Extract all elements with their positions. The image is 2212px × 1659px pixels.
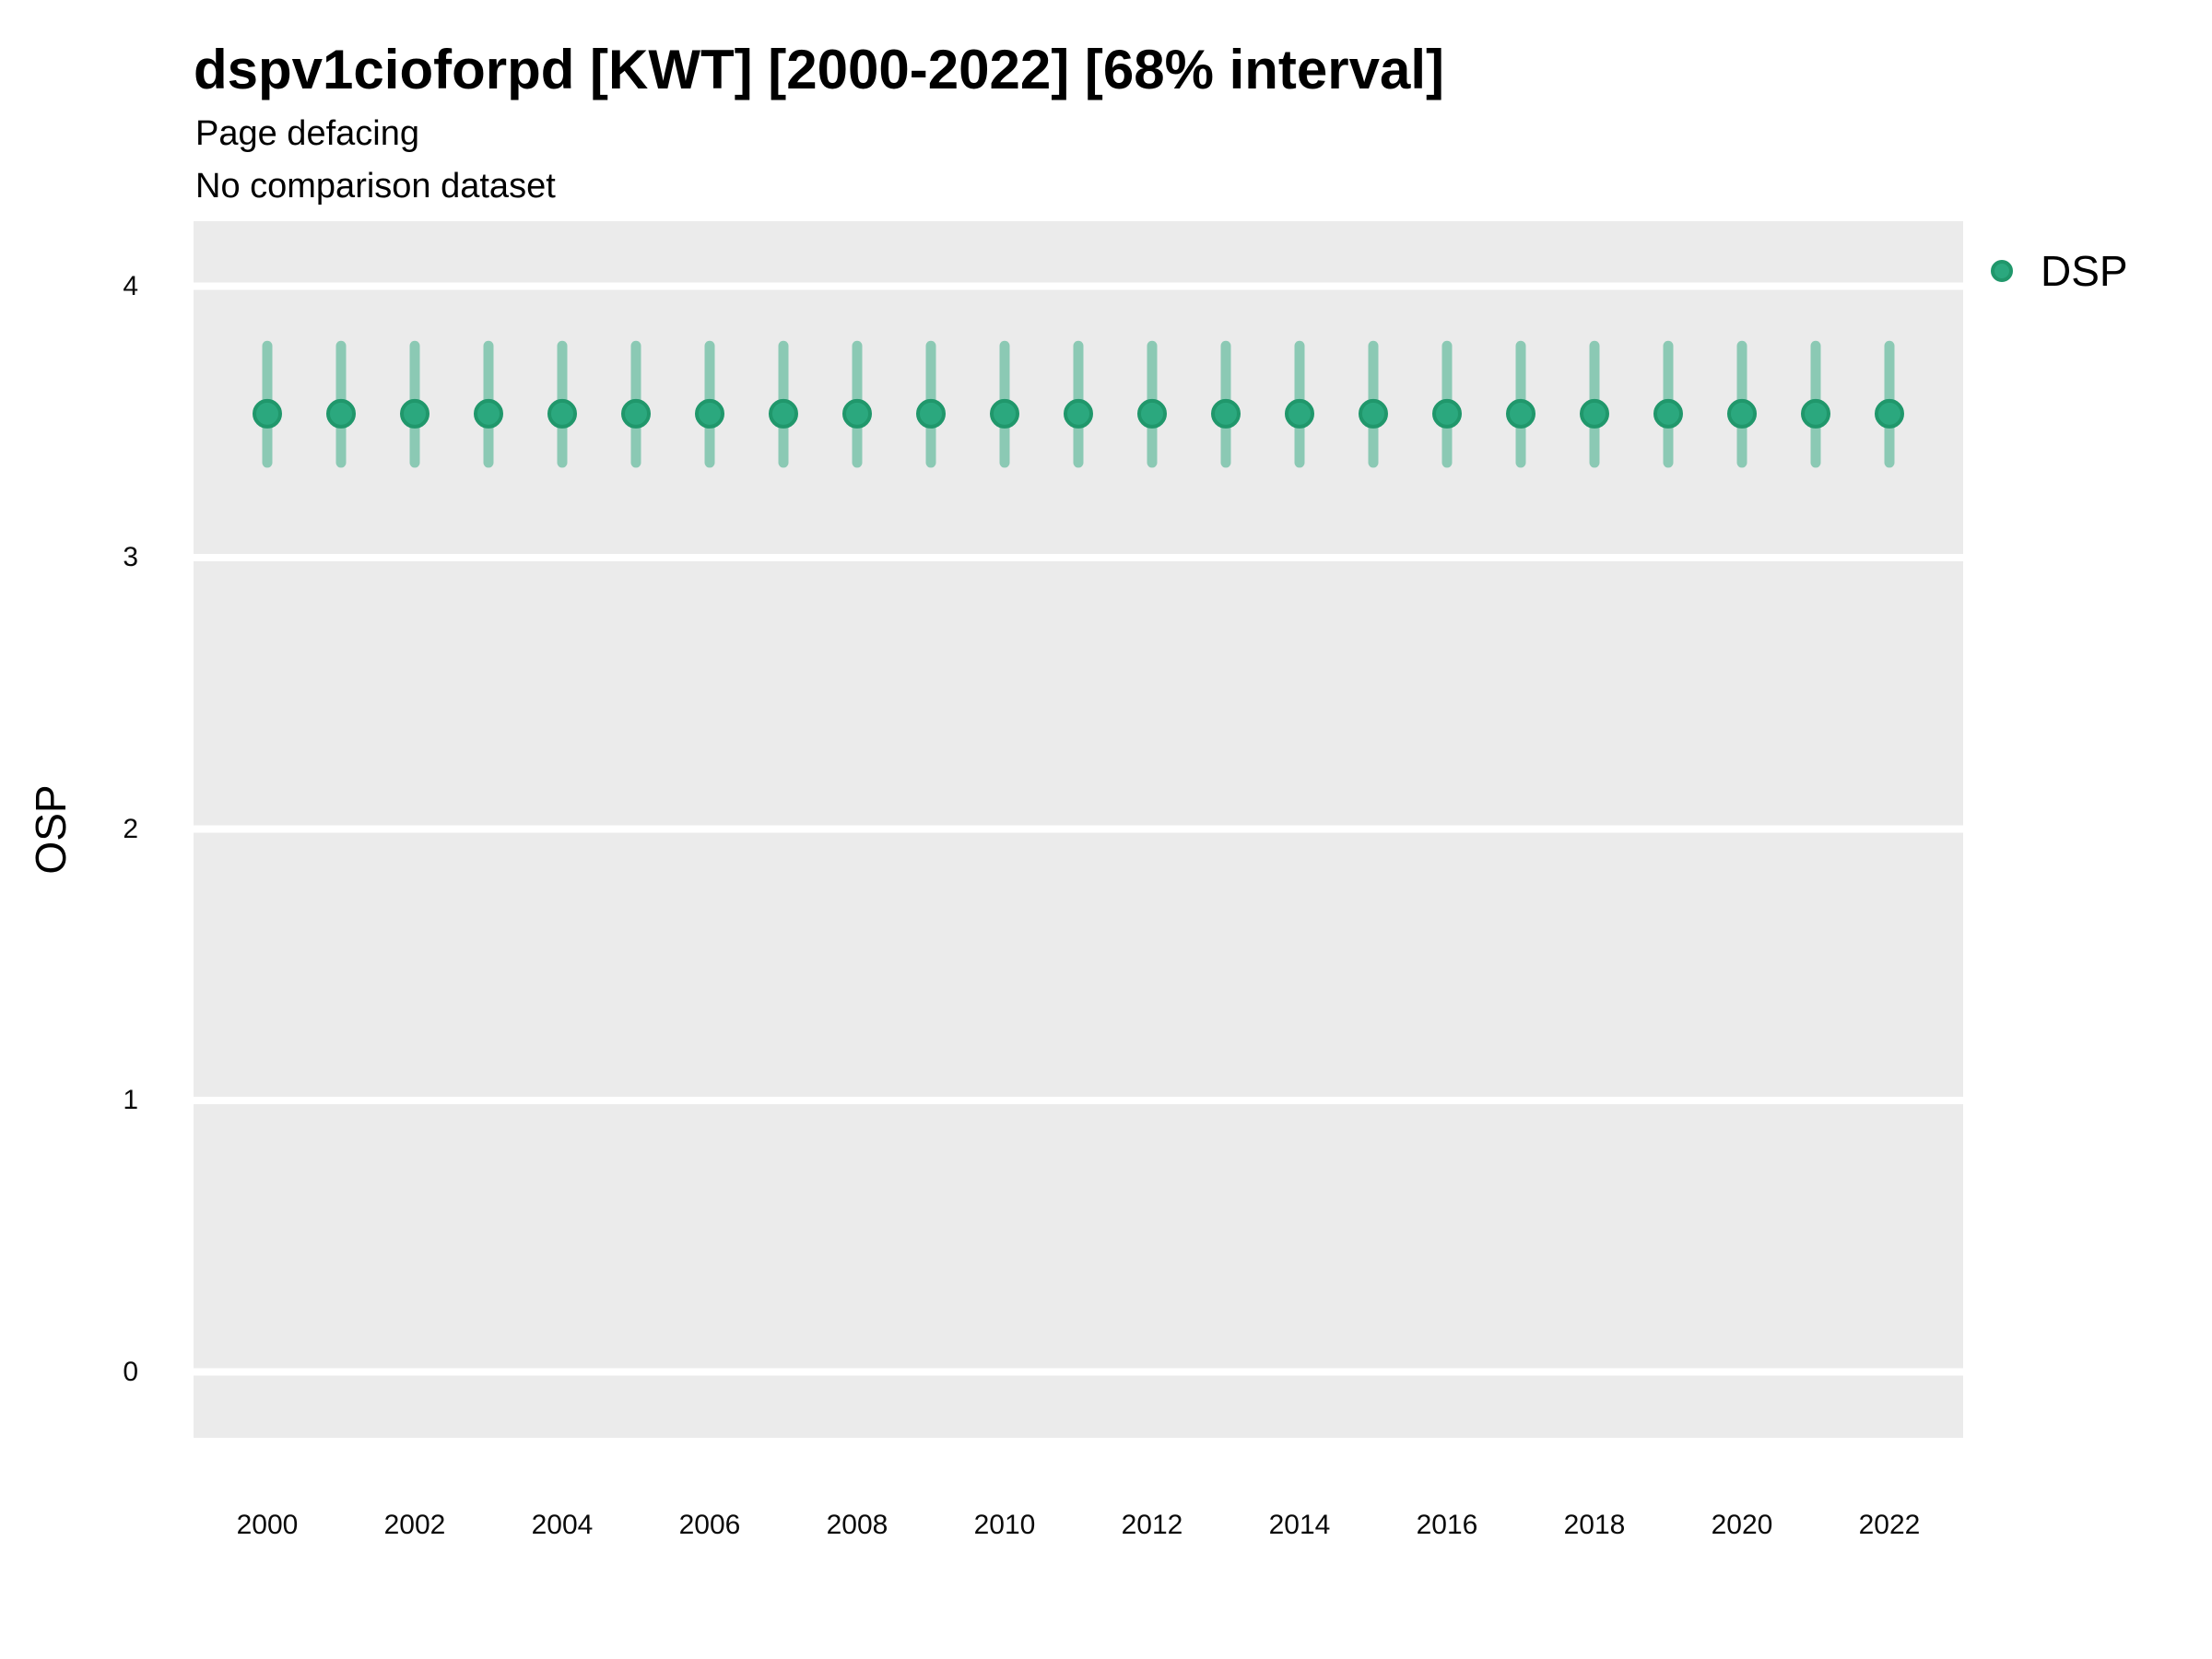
- x-tick-label-2004: 2004: [531, 1510, 594, 1540]
- data-point-2012: [1137, 398, 1167, 429]
- data-point-2018: [1580, 398, 1609, 429]
- data-point-2002: [400, 398, 429, 429]
- data-point-2021: [1801, 398, 1830, 429]
- data-point-2013: [1211, 398, 1241, 429]
- data-point-2022: [1875, 398, 1904, 429]
- data-point-2001: [326, 398, 356, 429]
- x-tick-label-2008: 2008: [826, 1510, 888, 1540]
- legend-marker-icon: [1991, 260, 2013, 282]
- x-tick-label-2002: 2002: [383, 1510, 446, 1540]
- data-point-2000: [253, 398, 282, 429]
- legend-label: DSP: [2041, 247, 2128, 295]
- y-tick-label-2: 2: [123, 813, 138, 844]
- data-point-2011: [1064, 398, 1093, 429]
- y-tick-label-0: 0: [123, 1356, 138, 1387]
- chart-subtitle-1: Page defacing: [195, 114, 419, 153]
- data-point-2003: [474, 398, 503, 429]
- x-tick-label-2020: 2020: [1711, 1510, 1773, 1540]
- data-point-2006: [695, 398, 724, 429]
- data-point-2015: [1359, 398, 1388, 429]
- data-point-2010: [990, 398, 1019, 429]
- x-tick-label-2012: 2012: [1121, 1510, 1183, 1540]
- x-tick-label-2010: 2010: [973, 1510, 1036, 1540]
- legend: DSP: [1991, 250, 2128, 292]
- y-tick-label-4: 4: [123, 270, 138, 301]
- y-tick-label-3: 3: [123, 542, 138, 572]
- data-point-2005: [621, 398, 651, 429]
- data-point-2008: [842, 398, 872, 429]
- y-tick-label-1: 1: [123, 1085, 138, 1115]
- data-point-2004: [547, 398, 577, 429]
- data-point-2009: [916, 398, 946, 429]
- data-point-2019: [1653, 398, 1683, 429]
- x-tick-label-2014: 2014: [1268, 1510, 1331, 1540]
- x-tick-label-2000: 2000: [236, 1510, 299, 1540]
- data-point-2020: [1727, 398, 1757, 429]
- data-point-2014: [1285, 398, 1314, 429]
- chart-title: dspv1cioforpd [KWT] [2000-2022] [68% int…: [194, 39, 1445, 100]
- x-tick-label-2022: 2022: [1858, 1510, 1921, 1540]
- chart-subtitle-2: No comparison dataset: [195, 167, 556, 206]
- x-tick-label-2016: 2016: [1416, 1510, 1478, 1540]
- x-tick-label-2018: 2018: [1563, 1510, 1626, 1540]
- x-tick-label-2006: 2006: [678, 1510, 741, 1540]
- data-point-2017: [1506, 398, 1535, 429]
- data-point-2016: [1432, 398, 1462, 429]
- data-point-2007: [769, 398, 798, 429]
